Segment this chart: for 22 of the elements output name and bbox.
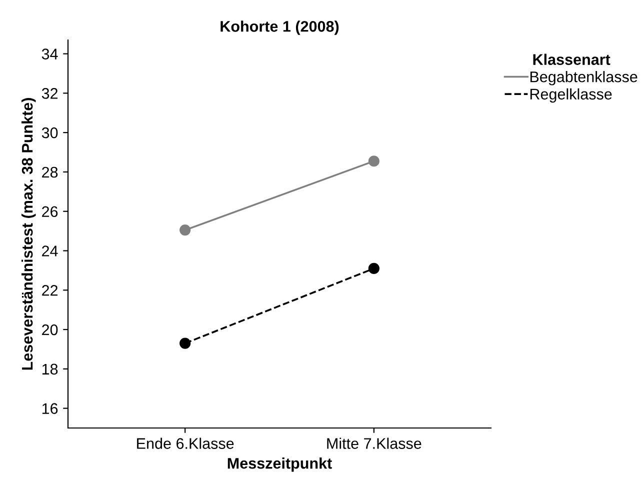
y-tick-label: 22 <box>42 285 58 296</box>
y-tick-label: 28 <box>42 166 58 178</box>
point <box>368 156 380 167</box>
legend-label: Begabtenklasse <box>530 71 638 86</box>
y-tick-label: 32 <box>42 88 58 99</box>
point <box>180 224 191 236</box>
legend-label: Regelklasse <box>530 88 612 103</box>
y-tick-label: 20 <box>42 324 58 336</box>
x-tick-label: Ende 6.Klasse <box>137 438 234 449</box>
y-tick-label: 30 <box>42 127 58 138</box>
chart-title: Kohorte 1 (2008) <box>220 20 339 35</box>
y-tick-label: 34 <box>42 48 58 60</box>
y-tick-label: 16 <box>42 403 58 414</box>
x-axis-title: Messzeitpunkt <box>228 458 332 472</box>
point <box>180 338 191 349</box>
point <box>368 262 380 274</box>
legend-title: Klassenart <box>533 54 610 65</box>
y-tick-label: 24 <box>42 246 58 256</box>
y-tick-label: 18 <box>42 364 58 375</box>
x-tick-label: Mitte 7.Klasse <box>327 438 422 449</box>
y-axis-title: Leseverständnistest (max. 38 Punkte) <box>21 98 36 370</box>
y-tick-label: 26 <box>42 206 58 218</box>
